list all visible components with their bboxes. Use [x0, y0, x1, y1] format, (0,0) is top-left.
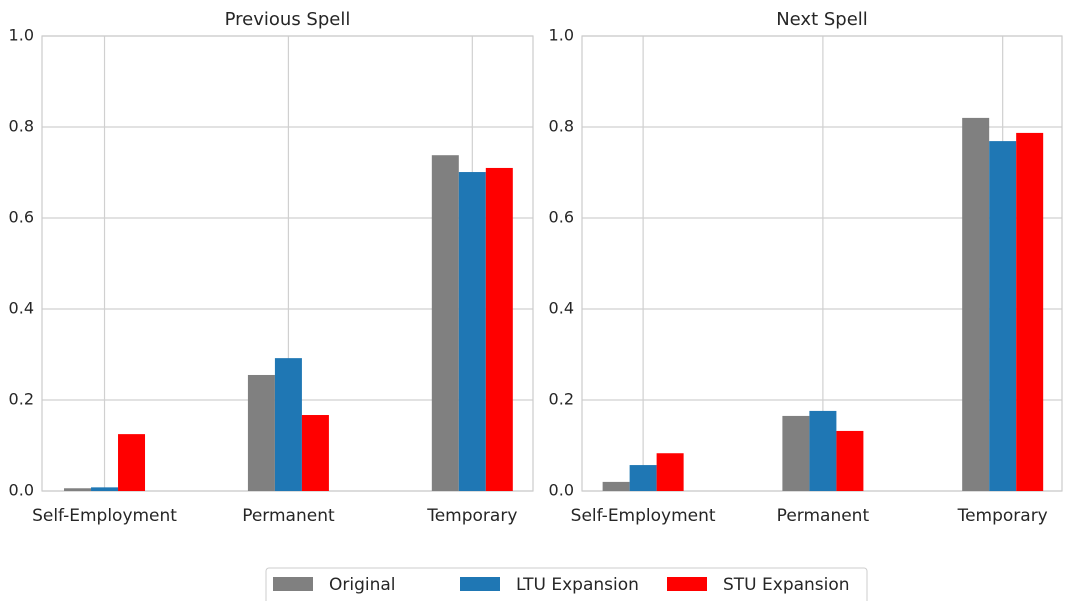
bar	[301, 415, 329, 491]
x-tick-label: Temporary	[957, 506, 1048, 526]
y-tick-label: 0.6	[549, 208, 574, 227]
bar	[91, 487, 119, 491]
x-tick-label: Self-Employment	[32, 506, 177, 526]
bar	[962, 117, 990, 492]
bar	[431, 155, 459, 491]
x-tick-label: Permanent	[242, 506, 335, 526]
bar	[989, 141, 1017, 492]
legend-label: LTU Expansion	[516, 575, 639, 595]
legend-label: Original	[329, 575, 396, 595]
bar	[602, 481, 630, 491]
bar	[656, 453, 684, 491]
legend-swatch	[460, 577, 500, 591]
y-tick-label: 0.8	[549, 117, 574, 136]
bar	[1016, 132, 1044, 492]
x-tick-label: Permanent	[777, 506, 870, 526]
y-tick-label: 1.0	[9, 26, 34, 45]
y-tick-label: 0.8	[9, 117, 34, 136]
bar	[485, 167, 513, 491]
legend-label: STU Expansion	[723, 575, 850, 595]
legend-box	[265, 567, 868, 601]
bar	[458, 172, 486, 492]
legend-swatch	[273, 577, 313, 591]
y-tick-label: 1.0	[549, 26, 574, 45]
x-tick-label: Temporary	[426, 506, 517, 526]
bar	[247, 374, 275, 491]
bar	[809, 410, 837, 491]
bar	[836, 430, 864, 491]
x-tick-label: Self-Employment	[571, 506, 716, 526]
y-tick-label: 0.0	[9, 481, 34, 500]
bar	[782, 415, 810, 491]
y-tick-label: 0.4	[9, 299, 34, 318]
y-tick-label: 0.2	[9, 390, 34, 409]
y-tick-label: 0.4	[549, 299, 574, 318]
y-tick-label: 0.6	[9, 208, 34, 227]
chart-title: Next Spell	[776, 9, 868, 30]
bar	[274, 358, 302, 491]
bar	[629, 465, 657, 491]
bar	[118, 434, 146, 491]
bar	[64, 488, 92, 491]
legend-swatch	[667, 577, 707, 591]
y-tick-label: 0.2	[549, 390, 574, 409]
y-tick-label: 0.0	[549, 481, 574, 500]
chart-title: Previous Spell	[225, 9, 351, 30]
